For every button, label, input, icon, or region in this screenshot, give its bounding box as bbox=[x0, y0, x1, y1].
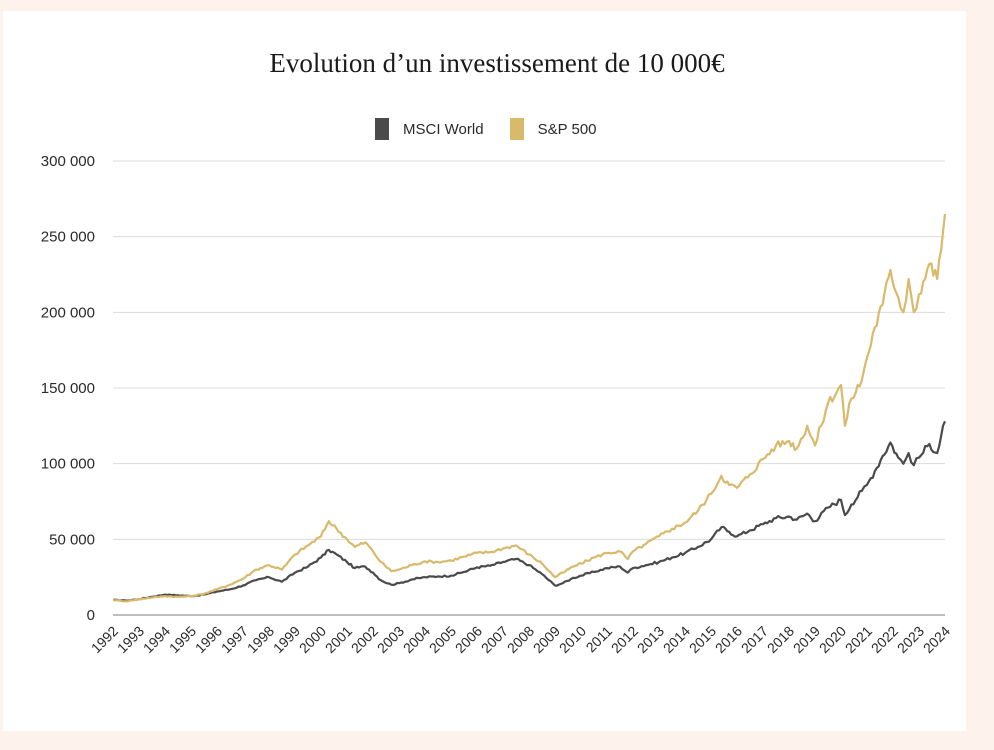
x-tick-label: 1993 bbox=[114, 623, 147, 656]
legend-item-sp500[interactable]: S&P 500 bbox=[509, 118, 597, 140]
y-tick-label: 100 000 bbox=[41, 456, 95, 473]
series-line-sp500 bbox=[112, 213, 947, 603]
x-tick-label: 2013 bbox=[634, 623, 667, 656]
x-tick-label: 2020 bbox=[816, 623, 849, 656]
x-tick-label: 2001 bbox=[322, 623, 355, 656]
y-tick-label: 200 000 bbox=[41, 304, 95, 321]
x-tick-label: 2008 bbox=[504, 623, 537, 656]
x-tick-label: 1992 bbox=[88, 623, 121, 656]
x-tick-label: 2017 bbox=[738, 623, 771, 656]
legend: MSCI World S&P 500 bbox=[375, 118, 623, 140]
x-tick-label: 1999 bbox=[270, 623, 303, 656]
legend-swatch-sp500 bbox=[509, 118, 524, 140]
legend-label-sp500: S&P 500 bbox=[537, 120, 597, 138]
y-tick-label: 50 000 bbox=[49, 531, 95, 548]
x-tick-label: 2010 bbox=[556, 623, 589, 656]
x-tick-label: 2000 bbox=[296, 623, 329, 656]
x-tick-label: 2016 bbox=[712, 623, 745, 656]
x-tick-label: 1996 bbox=[192, 623, 225, 656]
x-tick-label: 2022 bbox=[868, 623, 901, 656]
y-axis-ticks: 0 50 000 100 000 150 000 200 000 250 000 300 0… bbox=[41, 153, 95, 624]
y-tick-label: 0 bbox=[87, 607, 95, 624]
chart-card bbox=[3, 11, 966, 731]
gridlines bbox=[113, 160, 945, 616]
y-tick-label: 150 000 bbox=[41, 380, 95, 397]
chart-title: Evolution d’un investissement de 10 000€ bbox=[269, 48, 725, 78]
x-tick-label: 2018 bbox=[764, 623, 797, 656]
x-tick-label: 1995 bbox=[166, 623, 199, 656]
legend-item-msci-world[interactable]: MSCI World bbox=[375, 118, 484, 140]
x-tick-label: 1998 bbox=[244, 623, 277, 656]
series-lines bbox=[112, 213, 947, 603]
x-tick-label: 2019 bbox=[790, 623, 823, 656]
x-tick-label: 1994 bbox=[140, 623, 173, 656]
x-tick-label: 2014 bbox=[660, 623, 693, 656]
x-tick-label: 2009 bbox=[530, 623, 563, 656]
x-tick-label: 2015 bbox=[686, 623, 719, 656]
legend-swatch-msci-world bbox=[375, 118, 389, 140]
x-tick-label: 2003 bbox=[374, 623, 407, 656]
x-tick-label: 2011 bbox=[583, 623, 616, 656]
x-tick-label: 2005 bbox=[426, 623, 459, 656]
x-tick-label: 2024 bbox=[920, 623, 953, 656]
x-tick-label: 2004 bbox=[400, 623, 433, 656]
y-tick-label: 250 000 bbox=[41, 229, 95, 246]
x-axis-ticks: 1992199319941995199619971998199920002001… bbox=[88, 623, 953, 656]
y-tick-label: 300 000 bbox=[41, 153, 95, 170]
x-tick-label: 2012 bbox=[608, 623, 641, 656]
legend-label-msci-world: MSCI World bbox=[403, 120, 484, 138]
x-tick-label: 2023 bbox=[894, 623, 927, 656]
x-tick-label: 2006 bbox=[452, 623, 485, 656]
x-tick-label: 1997 bbox=[218, 623, 251, 656]
x-tick-label: 2002 bbox=[348, 623, 381, 656]
x-tick-label: 2021 bbox=[842, 623, 875, 656]
series-line-msci-world bbox=[112, 420, 947, 602]
x-tick-label: 2007 bbox=[478, 623, 511, 656]
